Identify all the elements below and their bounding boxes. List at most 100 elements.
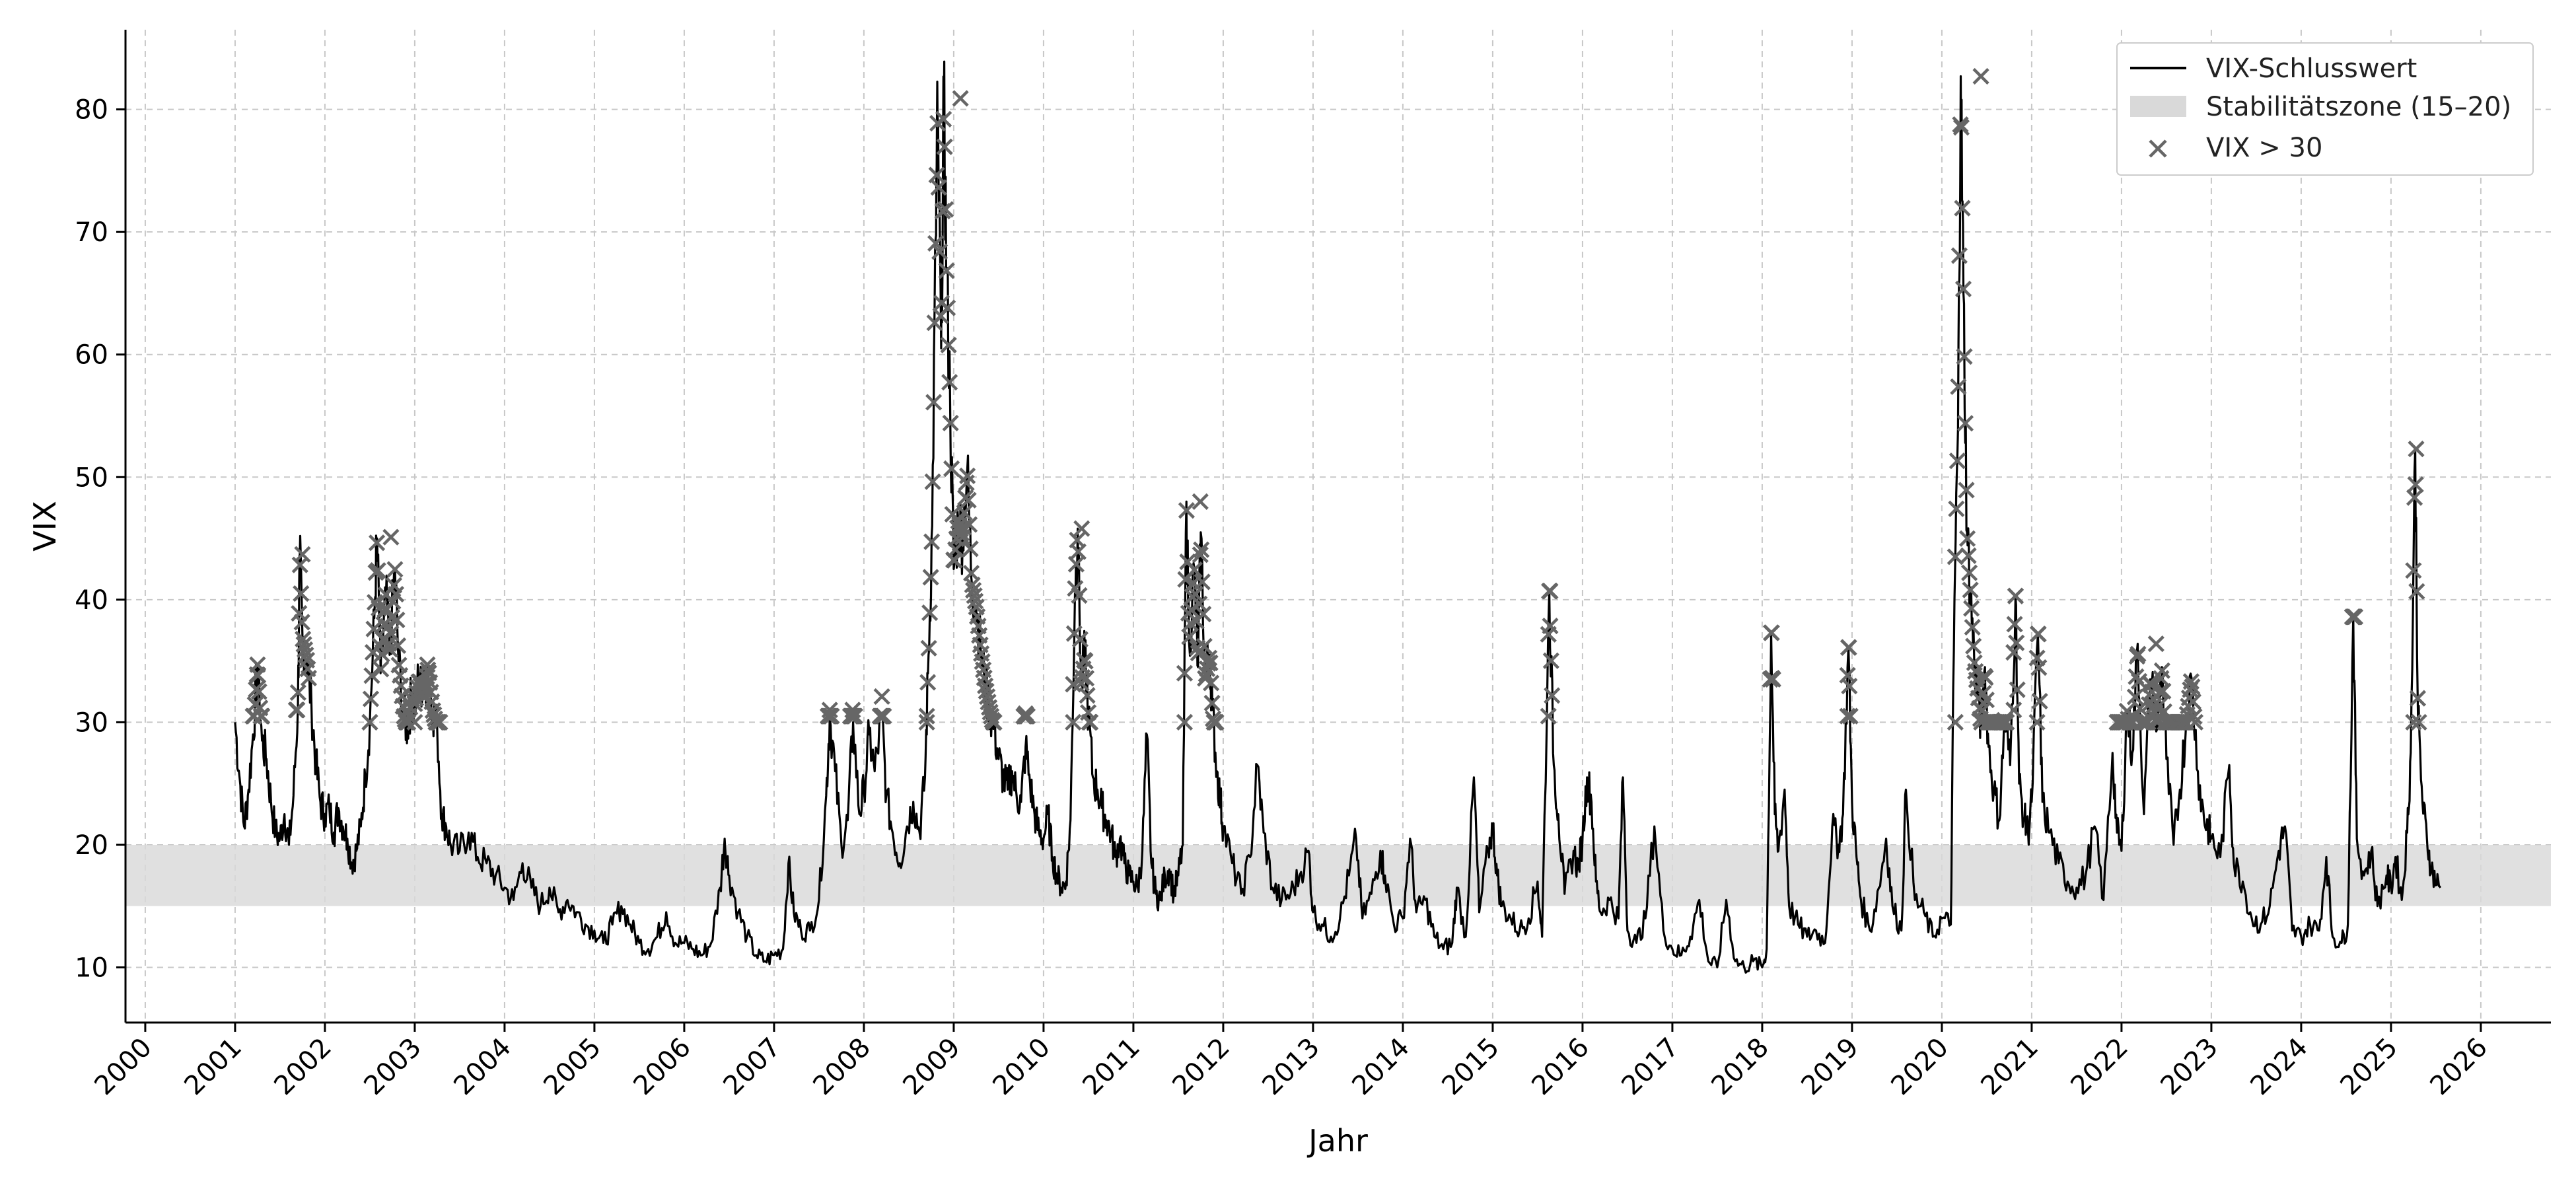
marker-vix-above-30 [1962, 581, 1979, 598]
marker-vix-above-30 [1952, 119, 1970, 136]
marker-vix-above-30 [962, 540, 979, 558]
series-line-vix [234, 60, 2442, 974]
marker-vix-above-30 [1839, 707, 1856, 725]
marker-vix-above-30 [2131, 700, 2149, 717]
stability-band-layer [125, 844, 2551, 906]
marker-vix-above-30 [2408, 441, 2425, 458]
marker-vix-above-30 [1950, 247, 1968, 264]
marker-vix-above-30 [1972, 67, 1989, 85]
marker-vix-above-30 [1207, 713, 1225, 731]
legend: VIX-Schlusswert Stabilitätszone (15–20) … [2116, 42, 2534, 176]
marker-vix-above-30 [1961, 564, 1978, 581]
marker-vix-above-30 [2182, 673, 2200, 690]
marker-vix-above-30 [368, 534, 386, 552]
marker-vix-above-30 [2030, 659, 2048, 676]
marker-vix-above-30 [985, 713, 1003, 731]
y-tick-label-60: 60 [75, 340, 108, 371]
marker-vix-above-30 [400, 713, 417, 731]
marker-vix-above-30 [1954, 199, 1971, 217]
marker-vix-above-30 [1958, 482, 1975, 499]
marker-vix-above-30 [1977, 669, 1994, 686]
marker-vix-above-30 [1082, 713, 1099, 731]
marker-vix-above-30 [930, 179, 947, 196]
marker-vix-above-30 [931, 243, 948, 260]
marker-vix-above-30 [1195, 606, 1212, 623]
marker-vix-above-30 [2184, 693, 2201, 710]
marker-vix-above-30 [871, 707, 888, 725]
marker-vix-above-30 [875, 707, 892, 725]
y-tick-label-30: 30 [75, 707, 108, 738]
marker-vix-above-30 [967, 593, 984, 610]
marker-vix-above-30 [2408, 583, 2425, 600]
marker-vix-above-30 [1203, 694, 1221, 711]
marker-vix-above-30 [2129, 645, 2147, 663]
marker-vix-above-30 [1963, 600, 1980, 617]
marker-vix-above-30 [294, 546, 311, 563]
marker-vix-above-30 [1544, 687, 1561, 704]
marker-vix-above-30 [922, 569, 939, 586]
marker-vix-above-30 [419, 661, 437, 678]
marker-vix-above-30 [2405, 713, 2422, 731]
marker-vix-above-30 [939, 299, 956, 316]
x-axis-title: Jahr [1306, 1123, 1368, 1159]
marker-vix-above-30 [1956, 348, 1973, 365]
marker-vix-above-30 [923, 533, 941, 550]
marker-vix-above-30 [1540, 707, 1557, 725]
marker-vix-above-30 [2155, 682, 2172, 700]
marker-vix-above-30 [2108, 713, 2126, 731]
marker-vix-above-30 [2005, 644, 2022, 661]
y-tick-label-10: 10 [75, 953, 108, 984]
marker-vix-above-30 [373, 645, 390, 663]
marker-vix-above-30 [2343, 608, 2361, 626]
marker-vix-above-30 [1192, 493, 1209, 510]
marker-vix-above-30 [920, 639, 937, 657]
marker-vix-above-30 [952, 90, 969, 107]
marker-vix-above-30 [2147, 635, 2165, 653]
marker-vix-above-30 [1176, 665, 1194, 682]
marker-vix-above-30 [1840, 639, 1857, 656]
marker-vix-above-30 [1077, 653, 1094, 670]
marker-vix-above-30 [297, 646, 314, 664]
marker-vix-above-30 [1998, 713, 2015, 731]
marker-vix-above-30 [2409, 690, 2427, 707]
stability-band [125, 844, 2551, 906]
y-axis-title: VIX [27, 501, 63, 552]
marker-vix-above-30 [1176, 713, 1194, 731]
marker-vix-above-30 [919, 674, 937, 691]
marker-vix-above-30 [1193, 541, 1210, 558]
marker-vix-above-30 [937, 201, 954, 218]
marker-vix-above-30 [369, 562, 386, 579]
marker-vix-above-30 [1073, 520, 1091, 537]
marker-vix-above-30 [2184, 678, 2201, 696]
y-tick-label-50: 50 [75, 462, 108, 493]
threshold-marker-layer [244, 67, 2427, 731]
marker-vix-above-30 [382, 625, 400, 642]
marker-vix-above-30 [1954, 280, 1972, 298]
marker-vix-above-30 [1201, 654, 1219, 672]
marker-vix-above-30 [960, 491, 977, 509]
marker-vix-above-30 [362, 690, 380, 707]
marker-vix-above-30 [2005, 702, 2022, 719]
marker-vix-above-30 [1948, 500, 1965, 517]
marker-vix-above-30 [841, 707, 859, 725]
marker-vix-above-30 [2186, 708, 2203, 725]
marker-vix-above-30 [941, 374, 958, 391]
marker-vix-above-30 [1194, 573, 1211, 591]
marker-vix-above-30 [373, 661, 390, 678]
marker-vix-above-30 [1841, 678, 1858, 695]
marker-vix-above-30 [873, 688, 890, 705]
marker-vix-above-30 [1542, 652, 1559, 669]
marker-vix-above-30 [2153, 662, 2170, 679]
marker-vix-above-30 [361, 713, 378, 731]
marker-vix-above-30 [2407, 476, 2424, 493]
marker-vix-above-30 [363, 667, 380, 684]
y-tick-label-80: 80 [75, 95, 108, 126]
marker-vix-above-30 [1186, 561, 1203, 579]
marker-vix-above-30 [921, 604, 939, 622]
marker-vix-above-30 [1071, 631, 1089, 648]
marker-vix-above-30 [2405, 562, 2422, 579]
legend-band-swatch [2130, 96, 2186, 117]
marker-vix-above-30 [2406, 489, 2423, 506]
